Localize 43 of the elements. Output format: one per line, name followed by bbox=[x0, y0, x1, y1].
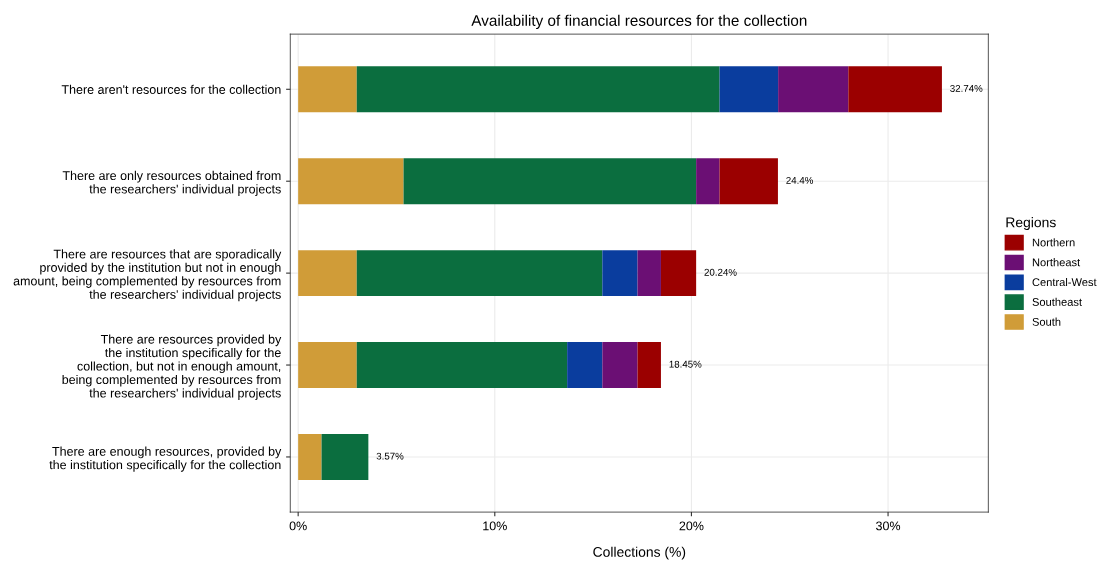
legend-label: Southeast bbox=[1032, 297, 1082, 306]
bar bbox=[602, 250, 638, 297]
bar bbox=[696, 158, 720, 205]
bar bbox=[356, 342, 568, 389]
bar bbox=[403, 158, 697, 205]
bar bbox=[602, 342, 638, 389]
bar bbox=[298, 342, 357, 389]
bar bbox=[848, 66, 942, 113]
x-tick-label: 0% bbox=[289, 521, 307, 531]
bar bbox=[719, 66, 779, 113]
bar bbox=[637, 342, 661, 389]
bar bbox=[356, 250, 603, 297]
bar bbox=[298, 433, 322, 480]
bar bbox=[778, 66, 849, 113]
x-tick-label: 20% bbox=[679, 521, 704, 531]
y-tick-label: There aren't resources for the collection bbox=[61, 84, 281, 94]
bar bbox=[567, 342, 603, 389]
legend-label: Central-West bbox=[1032, 277, 1097, 287]
bar bbox=[298, 250, 357, 297]
bar bbox=[356, 66, 720, 113]
legend-label: Northeast bbox=[1032, 258, 1081, 267]
legend-title: Regions bbox=[1006, 217, 1056, 231]
x-tick-label: 30% bbox=[876, 521, 901, 531]
total-label: 3.57% bbox=[376, 452, 404, 460]
total-label: 32.74% bbox=[950, 85, 983, 92]
y-tick-label: There are enough resources, provided by the institution specifically for the collection bbox=[49, 446, 282, 472]
x-tick-label: 10% bbox=[483, 521, 507, 531]
bar bbox=[660, 250, 697, 297]
total-label: 24.4% bbox=[786, 176, 814, 184]
y-tick-label: There are resources provided by the institution specifically for the collection, but not in enough amount, being complemented by resources from the researchers' individual projects bbox=[62, 334, 282, 400]
bar bbox=[298, 158, 404, 205]
total-label: 18.45% bbox=[669, 360, 702, 368]
x-axis-title: Collections (%) bbox=[593, 546, 686, 560]
legend-label: South bbox=[1032, 317, 1061, 326]
y-tick-label: There are only resources obtained from the researchers' individual projects bbox=[62, 170, 281, 196]
bar bbox=[719, 158, 778, 205]
bar bbox=[298, 66, 357, 113]
bar bbox=[637, 250, 661, 297]
y-tick-label: There are resources that are sporadically provided by the institution but not in enough amount, being complemented by resources from the researchers' individual projects bbox=[13, 249, 282, 302]
total-label: 20.24% bbox=[704, 268, 737, 276]
chart-title: Availability of financial resources for the collection bbox=[471, 14, 807, 29]
bar bbox=[321, 433, 369, 480]
legend-label: Northern bbox=[1032, 238, 1075, 247]
